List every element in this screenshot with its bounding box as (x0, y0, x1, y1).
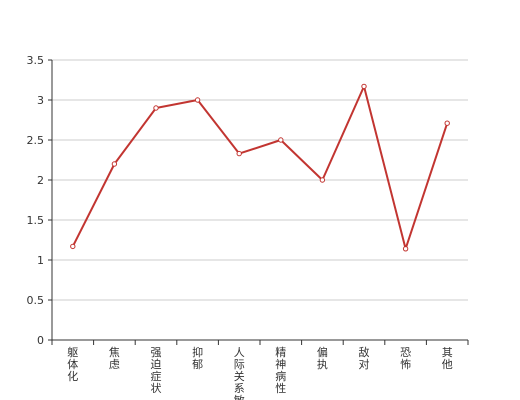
y-axis: 0 0.5 1 1.5 2 2.5 3 3.5 (27, 54, 53, 347)
x-category-label: 偏执 (317, 345, 328, 371)
grid-lines (52, 59, 468, 301)
x-category-label: 强迫症状 (151, 346, 162, 395)
y-tick-label: 1 (37, 254, 44, 267)
data-point (236, 150, 242, 157)
data-point (319, 177, 326, 183)
x-category-label: 精神病性 (275, 346, 286, 395)
x-category-label: 敌对 (359, 345, 370, 371)
series-line (71, 85, 449, 250)
y-tick-label: 1.5 (27, 214, 45, 227)
data-point (111, 161, 118, 167)
y-tick-label: 3 (37, 94, 44, 107)
x-category-label: 人际关系敏感 (234, 346, 245, 400)
x-category-label: 焦虑 (109, 346, 120, 371)
data-point (153, 105, 159, 111)
data-point (194, 97, 201, 103)
x-category-label: 抑郁 (192, 345, 203, 371)
x-category-label: 躯体化 (67, 346, 78, 383)
data-point (361, 83, 367, 90)
data-point (70, 243, 76, 250)
data-point (278, 137, 284, 143)
y-tick-label: 0 (37, 334, 44, 347)
y-tick-label: 3.5 (27, 54, 45, 67)
x-axis: 躯体化 焦虑 强迫症状 抑郁 人际关系敏感 精神病性 偏执 敌对 恐怖 其他 (51, 339, 469, 400)
data-point (444, 120, 450, 126)
y-tick-label: 2 (37, 174, 44, 187)
data-point (402, 246, 409, 252)
x-category-label: 恐怖 (400, 346, 411, 371)
y-tick-label: 2.5 (27, 134, 45, 147)
series-group (70, 83, 450, 252)
x-category-label: 其他 (442, 346, 453, 371)
y-tick-label: 0.5 (27, 294, 45, 307)
